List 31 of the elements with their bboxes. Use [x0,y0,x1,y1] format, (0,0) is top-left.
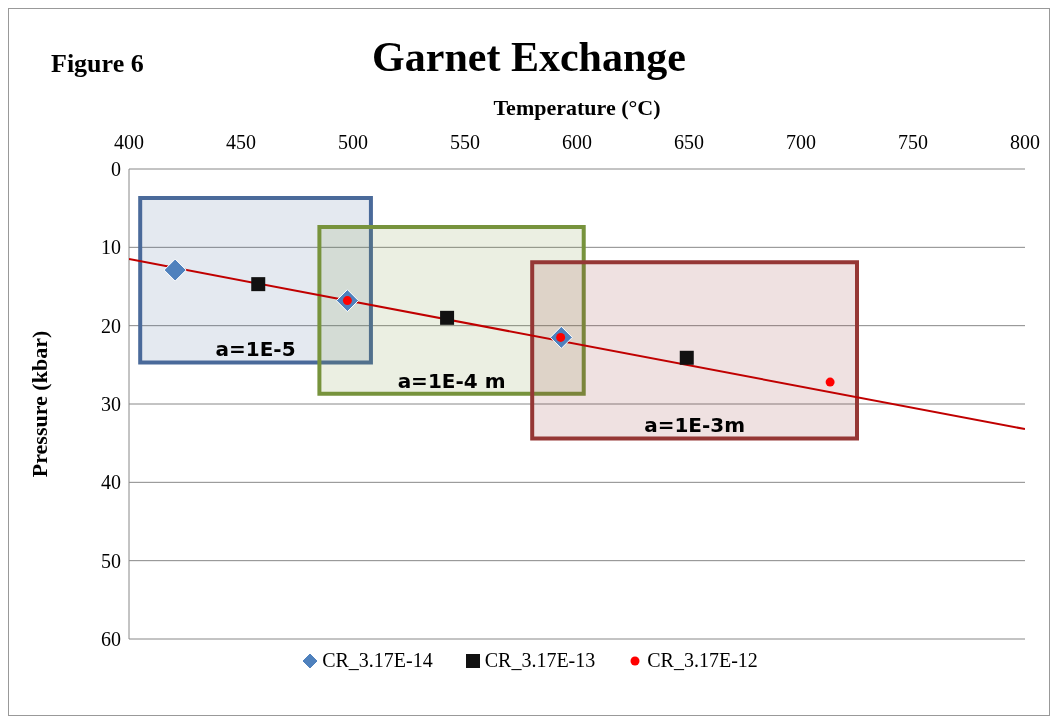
y-tick-label: 60 [101,628,121,651]
legend-label: CR_3.17E-13 [483,649,596,672]
y-tick-label: 40 [101,471,121,494]
x-tick-label: 500 [338,131,368,153]
y-axis-title: Pressure (kbar) [26,330,52,478]
y-tick-label: 30 [101,393,121,416]
point [163,258,187,282]
point [440,310,455,325]
point [251,277,266,292]
y-tick-label: 0 [111,158,121,181]
point [825,377,835,387]
x-tick-label: 600 [562,131,592,153]
y-tick-label: 10 [101,236,121,259]
x-tick-label: 450 [226,131,256,153]
series-label: a=1E-4 m [397,368,506,393]
series-label: a=1E-5 [215,337,296,362]
x-tick-label: 800 [1010,131,1040,153]
y-tick-label: 50 [101,549,121,572]
caption: Figure 6 [51,49,144,79]
x-tick-label: 650 [674,131,704,153]
x-tick-label: 550 [450,131,480,153]
point [679,350,694,365]
legend-label: CR_3.17E-14 [321,649,433,672]
legend-label: CR_3.17E-12 [646,649,758,672]
chart-title: Garnet Exchange [372,34,686,80]
x-tick-label: 700 [786,131,816,153]
x-tick-label: 750 [898,131,928,153]
x-tick-label: 400 [114,131,144,153]
series-label: a=1E-3m [644,413,746,438]
y-tick-label: 20 [101,314,121,337]
x-axis-title: Temperature (°C) [493,94,661,120]
